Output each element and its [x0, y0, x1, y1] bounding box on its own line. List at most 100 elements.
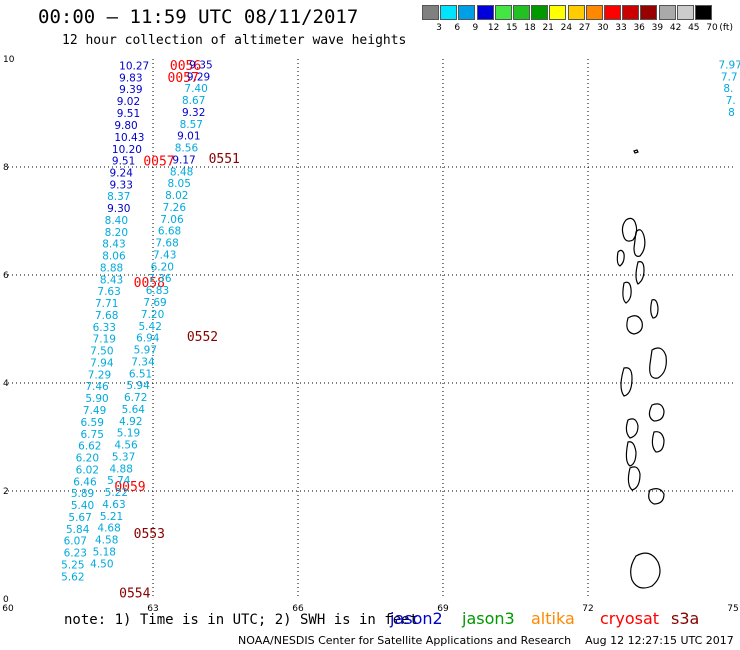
- coastline-island: [626, 315, 643, 335]
- legend-label-27: 27: [578, 23, 591, 33]
- legend-swatch-6: [440, 5, 458, 20]
- swh-value: 8.56: [175, 143, 199, 155]
- swh-value: 8.20: [105, 227, 128, 239]
- swh-value: 7.: [726, 95, 736, 107]
- swh-value: 9.24: [110, 167, 134, 179]
- swh-value: 6.20: [151, 261, 174, 273]
- time-label: 0059: [114, 480, 145, 495]
- legend-label-42: 42: [669, 23, 682, 33]
- legend-swatch-70: [695, 5, 712, 20]
- coastline-islet: [633, 149, 639, 154]
- legend-swatch-15: [494, 5, 512, 20]
- swh-value: 5.18: [93, 546, 116, 558]
- time-label: 0554: [119, 587, 150, 602]
- swh-value: 7.34: [131, 356, 155, 368]
- swh-value: 4.68: [97, 523, 120, 535]
- swh-value: 10.20: [112, 144, 142, 156]
- coastline-island: [621, 217, 638, 242]
- sat-s3a-label: s3a: [671, 609, 700, 628]
- swh-value: 7.40: [184, 83, 207, 95]
- swh-value: 4.56: [114, 440, 138, 452]
- swh-value: 4.50: [90, 558, 113, 570]
- swh-value: 5.62: [61, 571, 84, 583]
- swh-value: 7.63: [97, 286, 120, 298]
- legend-label-30: 30: [597, 23, 609, 33]
- coastline-island: [633, 229, 646, 257]
- swh-value: 7.97: [719, 59, 740, 71]
- swh-value: 5.42: [139, 321, 162, 333]
- coastline-island: [625, 418, 639, 439]
- y-tick-label: 2: [3, 487, 9, 497]
- swh-value: 9.33: [110, 179, 133, 191]
- swh-value: 6.75: [81, 429, 104, 441]
- swh-value: 8.43: [102, 239, 125, 251]
- x-tick-label: 60: [2, 604, 14, 614]
- swh-value: 8.57: [180, 119, 203, 131]
- swh-value: 6.33: [93, 322, 116, 334]
- swh-value: 7.20: [141, 309, 164, 321]
- time-label: 0057: [143, 155, 174, 170]
- swh-value: 7.29: [88, 369, 111, 381]
- swh-value: 7.71: [95, 298, 118, 310]
- legend-label-36: 36: [633, 23, 645, 33]
- swh-value: 7.49: [83, 405, 106, 417]
- footnote: note: 1) Time is in UTC; 2) SWH is in fe…: [64, 612, 419, 628]
- swh-value: 9.51: [112, 156, 135, 168]
- legend-swatch-39: [640, 5, 658, 20]
- swh-value: 9.51: [117, 108, 140, 120]
- chart-subtitle: 12 hour collection of altimeter wave hei…: [62, 33, 407, 48]
- swh-value: 8.43: [100, 274, 123, 286]
- swh-value: 9.01: [177, 131, 200, 143]
- legend-label-15: 15: [506, 23, 518, 33]
- coastline-island: [635, 261, 645, 285]
- swh-value: 7.7: [721, 71, 738, 83]
- sat-altika-label: altika: [531, 609, 575, 628]
- y-tick-label: 4: [3, 379, 9, 389]
- x-tick-label: 72: [582, 604, 593, 614]
- legend-label-70: 70: [706, 23, 718, 33]
- credit-line: NOAA/NESDIS Center for Satellite Applica…: [238, 634, 734, 647]
- swh-value: 5.25: [61, 559, 84, 571]
- swh-value: 7.36: [148, 273, 172, 285]
- time-label: 0057: [168, 71, 199, 86]
- swh-value: 6.46: [73, 476, 97, 488]
- legend-swatch-30: [585, 5, 603, 20]
- swh-value: 4.92: [119, 416, 142, 428]
- swh-value: 6.02: [76, 464, 99, 476]
- y-tick-label: 0: [3, 595, 9, 605]
- swh-value: 5.89: [71, 488, 94, 500]
- swh-value: 5.21: [100, 511, 123, 523]
- swh-value: 7.68: [155, 238, 178, 250]
- time-label: 0058: [134, 276, 165, 291]
- swh-value: 5.90: [85, 393, 108, 405]
- legend-swatch-42: [658, 5, 676, 20]
- time-label: 0551: [209, 152, 240, 167]
- swh-value: 8.06: [102, 251, 126, 263]
- swh-value: 6.68: [158, 226, 181, 238]
- swh-value: 4.63: [102, 499, 125, 511]
- swh-value: 10.27: [119, 60, 149, 72]
- legend-swatch-45: [676, 5, 694, 20]
- swh-value: 5.40: [71, 500, 94, 512]
- coastline-island: [651, 431, 665, 453]
- swh-value: 9.30: [107, 203, 130, 215]
- swh-value: 9.32: [182, 107, 205, 119]
- swh-value: 7.06: [160, 214, 184, 226]
- swh-value: 8.48: [170, 166, 193, 178]
- swh-value: 9.80: [114, 120, 137, 132]
- legend-label-3: 3: [436, 23, 442, 33]
- coastline-island: [620, 367, 633, 397]
- sat-jason2-label: jason2: [390, 609, 443, 628]
- swh-value: 7.50: [90, 346, 113, 358]
- y-tick-label: 10: [3, 55, 15, 65]
- swh-value: 7.26: [163, 202, 187, 214]
- legend-label-45: 45: [688, 23, 700, 33]
- swh-value: 9.29: [187, 71, 210, 83]
- swh-value: 6.51: [129, 368, 152, 380]
- legend-swatch-3: [422, 5, 439, 20]
- legend-swatch-36: [622, 5, 640, 20]
- legend-swatch-21: [531, 5, 549, 20]
- swh-value: 6.94: [136, 333, 160, 345]
- legend-swatch-24: [549, 5, 567, 20]
